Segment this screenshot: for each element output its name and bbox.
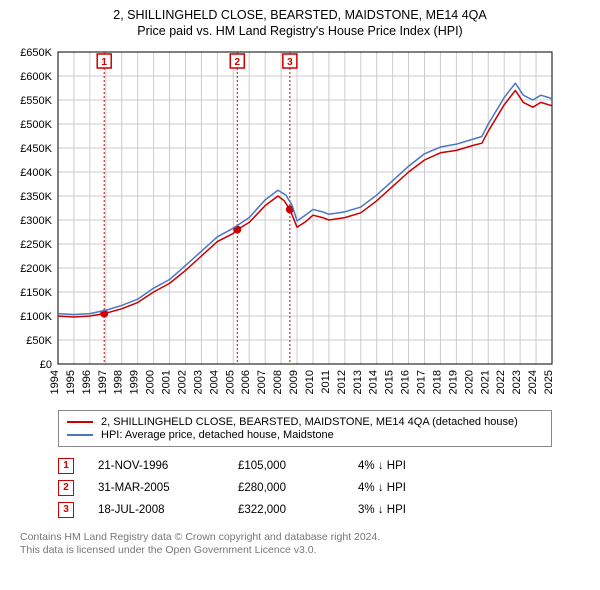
svg-text:2011: 2011 — [320, 370, 332, 394]
svg-text:£450K: £450K — [20, 143, 52, 155]
event-row: 3 18-JUL-2008 £322,000 3% ↓ HPI — [58, 499, 478, 521]
event-delta: 3% ↓ HPI — [358, 499, 478, 521]
chart-svg: £0 £50K £100K £150K £200K £250K £300K £350K £400… — [10, 44, 590, 404]
legend-label: 2, SHILLINGHELD CLOSE, BEARSTED, MAIDSTO… — [101, 416, 518, 428]
svg-text:1995: 1995 — [65, 370, 77, 394]
svg-text:2005: 2005 — [224, 370, 236, 394]
attribution-line: This data is licensed under the Open Gov… — [20, 544, 590, 557]
attribution-line: Contains HM Land Registry data © Crown c… — [20, 531, 590, 544]
svg-text:£100K: £100K — [20, 311, 52, 323]
chart-subtitle: Price paid vs. HM Land Registry's House … — [10, 24, 590, 38]
svg-text:2018: 2018 — [431, 370, 443, 394]
svg-text:2001: 2001 — [161, 370, 173, 394]
svg-text:2009: 2009 — [288, 370, 300, 394]
event-price: £322,000 — [238, 499, 358, 521]
event-date: 18-JUL-2008 — [74, 499, 238, 521]
svg-text:2020: 2020 — [463, 370, 475, 394]
svg-text:£350K: £350K — [20, 191, 52, 203]
svg-text:2023: 2023 — [511, 370, 523, 394]
legend: 2, SHILLINGHELD CLOSE, BEARSTED, MAIDSTO… — [58, 410, 552, 447]
svg-text:1996: 1996 — [81, 370, 93, 394]
svg-text:2008: 2008 — [272, 370, 284, 394]
event-price: £105,000 — [238, 455, 358, 477]
svg-text:2010: 2010 — [304, 370, 316, 394]
legend-swatch-property — [67, 421, 93, 423]
chart: £0 £50K £100K £150K £200K £250K £300K £350K £400… — [10, 44, 590, 404]
svg-text:1997: 1997 — [97, 370, 109, 394]
svg-text:1999: 1999 — [129, 370, 141, 394]
event-marker-3: 3 — [58, 502, 74, 518]
svg-text:£650K: £650K — [20, 47, 52, 59]
svg-text:2022: 2022 — [495, 370, 507, 394]
event-row: 2 31-MAR-2005 £280,000 4% ↓ HPI — [58, 477, 478, 499]
svg-text:2014: 2014 — [368, 370, 380, 394]
event-price: £280,000 — [238, 477, 358, 499]
svg-text:2004: 2004 — [208, 370, 220, 394]
svg-text:2003: 2003 — [192, 370, 204, 394]
chart-title: 2, SHILLINGHELD CLOSE, BEARSTED, MAIDSTO… — [10, 8, 590, 22]
legend-row: HPI: Average price, detached house, Maid… — [67, 429, 543, 441]
event-date: 21-NOV-1996 — [74, 455, 238, 477]
svg-text:£600K: £600K — [20, 71, 52, 83]
svg-text:£200K: £200K — [20, 263, 52, 275]
event-marker-2: 2 — [58, 480, 74, 496]
svg-text:2016: 2016 — [400, 370, 412, 394]
svg-text:2019: 2019 — [447, 370, 459, 394]
svg-text:2021: 2021 — [479, 370, 491, 394]
svg-text:1998: 1998 — [113, 370, 125, 394]
event-row: 1 21-NOV-1996 £105,000 4% ↓ HPI — [58, 455, 478, 477]
events-table: 1 21-NOV-1996 £105,000 4% ↓ HPI 2 31-MAR… — [58, 455, 590, 521]
svg-text:2000: 2000 — [145, 370, 157, 394]
svg-text:2006: 2006 — [240, 370, 252, 394]
svg-text:£300K: £300K — [20, 215, 52, 227]
svg-text:2024: 2024 — [527, 370, 539, 394]
svg-text:£150K: £150K — [20, 287, 52, 299]
svg-text:2025: 2025 — [543, 370, 555, 394]
svg-text:2002: 2002 — [176, 370, 188, 394]
svg-text:£250K: £250K — [20, 239, 52, 251]
svg-text:£400K: £400K — [20, 167, 52, 179]
svg-text:2007: 2007 — [256, 370, 268, 394]
event-marker-1: 1 — [58, 458, 74, 474]
svg-text:2017: 2017 — [416, 370, 428, 394]
svg-text:£0: £0 — [40, 359, 52, 371]
svg-text:2013: 2013 — [352, 370, 364, 394]
legend-label: HPI: Average price, detached house, Maid… — [101, 429, 334, 441]
svg-text:3: 3 — [287, 57, 293, 68]
svg-text:£500K: £500K — [20, 119, 52, 131]
legend-swatch-hpi — [67, 434, 93, 436]
chart-container: 2, SHILLINGHELD CLOSE, BEARSTED, MAIDSTO… — [0, 0, 600, 563]
legend-row: 2, SHILLINGHELD CLOSE, BEARSTED, MAIDSTO… — [67, 416, 543, 428]
event-delta: 4% ↓ HPI — [358, 477, 478, 499]
event-delta: 4% ↓ HPI — [358, 455, 478, 477]
svg-text:£50K: £50K — [26, 335, 52, 347]
svg-text:1994: 1994 — [49, 370, 61, 394]
svg-text:2012: 2012 — [336, 370, 348, 394]
svg-text:£550K: £550K — [20, 95, 52, 107]
svg-text:2015: 2015 — [384, 370, 396, 394]
svg-text:1: 1 — [101, 57, 107, 68]
attribution: Contains HM Land Registry data © Crown c… — [20, 531, 590, 557]
svg-text:2: 2 — [234, 57, 240, 68]
event-date: 31-MAR-2005 — [74, 477, 238, 499]
